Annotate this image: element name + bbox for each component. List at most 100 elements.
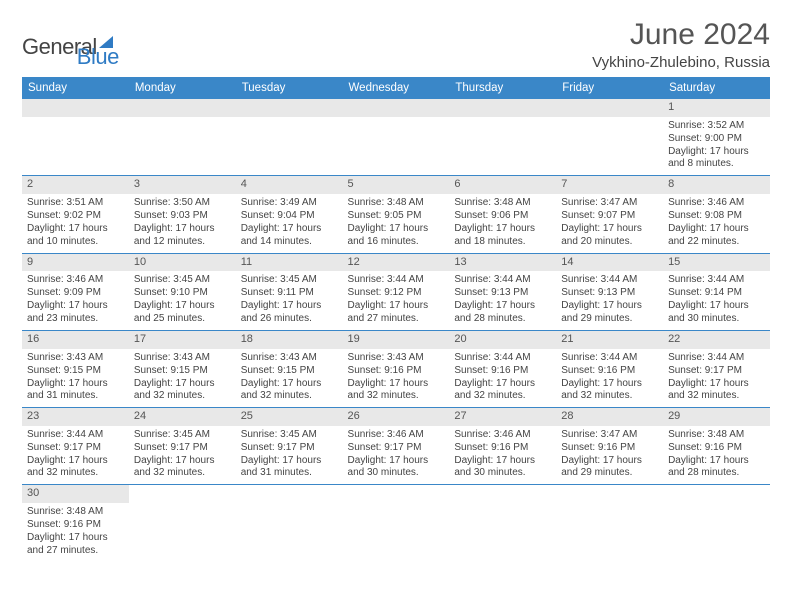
calendar-cell: 29Sunrise: 3:48 AMSunset: 9:16 PMDayligh… [663,408,770,485]
day-number: 2 [22,176,129,194]
day-number: 22 [663,331,770,349]
logo: General Blue [22,24,119,70]
day-number: 28 [556,408,663,426]
calendar-cell [449,99,556,176]
calendar-cell: 14Sunrise: 3:44 AMSunset: 9:13 PMDayligh… [556,253,663,330]
day-details: Sunrise: 3:48 AMSunset: 9:06 PMDaylight:… [449,194,556,253]
day-number: 17 [129,331,236,349]
calendar-cell: 19Sunrise: 3:43 AMSunset: 9:16 PMDayligh… [343,330,450,407]
day-details: Sunrise: 3:44 AMSunset: 9:17 PMDaylight:… [663,349,770,408]
calendar-cell: 4Sunrise: 3:49 AMSunset: 9:04 PMDaylight… [236,176,343,253]
weekday-header: Thursday [449,77,556,99]
day-number: 1 [663,99,770,117]
calendar-cell [556,485,663,562]
day-details: Sunrise: 3:48 AMSunset: 9:16 PMDaylight:… [22,503,129,562]
calendar-cell: 6Sunrise: 3:48 AMSunset: 9:06 PMDaylight… [449,176,556,253]
calendar-cell: 30Sunrise: 3:48 AMSunset: 9:16 PMDayligh… [22,485,129,562]
day-number: 4 [236,176,343,194]
calendar-cell: 24Sunrise: 3:45 AMSunset: 9:17 PMDayligh… [129,408,236,485]
logo-text-blue: Blue [77,44,119,70]
calendar-cell: 20Sunrise: 3:44 AMSunset: 9:16 PMDayligh… [449,330,556,407]
calendar-cell: 11Sunrise: 3:45 AMSunset: 9:11 PMDayligh… [236,253,343,330]
calendar-cell [129,485,236,562]
calendar-cell [556,99,663,176]
day-details: Sunrise: 3:49 AMSunset: 9:04 PMDaylight:… [236,194,343,253]
day-number: 14 [556,254,663,272]
day-details: Sunrise: 3:45 AMSunset: 9:11 PMDaylight:… [236,271,343,330]
day-number: 29 [663,408,770,426]
weekday-header: Saturday [663,77,770,99]
calendar-cell [343,485,450,562]
calendar-cell: 8Sunrise: 3:46 AMSunset: 9:08 PMDaylight… [663,176,770,253]
day-number: 30 [22,485,129,503]
calendar-cell [449,485,556,562]
day-details: Sunrise: 3:44 AMSunset: 9:12 PMDaylight:… [343,271,450,330]
calendar-cell: 13Sunrise: 3:44 AMSunset: 9:13 PMDayligh… [449,253,556,330]
day-number: 26 [343,408,450,426]
day-number: 25 [236,408,343,426]
day-details: Sunrise: 3:46 AMSunset: 9:08 PMDaylight:… [663,194,770,253]
calendar-cell: 17Sunrise: 3:43 AMSunset: 9:15 PMDayligh… [129,330,236,407]
calendar-cell: 25Sunrise: 3:45 AMSunset: 9:17 PMDayligh… [236,408,343,485]
day-details: Sunrise: 3:43 AMSunset: 9:16 PMDaylight:… [343,349,450,408]
calendar-cell: 28Sunrise: 3:47 AMSunset: 9:16 PMDayligh… [556,408,663,485]
day-number: 20 [449,331,556,349]
day-details: Sunrise: 3:45 AMSunset: 9:17 PMDaylight:… [236,426,343,485]
calendar-cell: 23Sunrise: 3:44 AMSunset: 9:17 PMDayligh… [22,408,129,485]
calendar-cell: 9Sunrise: 3:46 AMSunset: 9:09 PMDaylight… [22,253,129,330]
weekday-header: Wednesday [343,77,450,99]
calendar-cell: 18Sunrise: 3:43 AMSunset: 9:15 PMDayligh… [236,330,343,407]
day-details: Sunrise: 3:50 AMSunset: 9:03 PMDaylight:… [129,194,236,253]
day-details: Sunrise: 3:46 AMSunset: 9:16 PMDaylight:… [449,426,556,485]
calendar-cell: 16Sunrise: 3:43 AMSunset: 9:15 PMDayligh… [22,330,129,407]
weekday-header: Monday [129,77,236,99]
location-text: Vykhino-Zhulebino, Russia [592,54,770,71]
calendar-cell: 1Sunrise: 3:52 AMSunset: 9:00 PMDaylight… [663,99,770,176]
calendar-cell [236,99,343,176]
day-number: 19 [343,331,450,349]
day-details: Sunrise: 3:44 AMSunset: 9:13 PMDaylight:… [556,271,663,330]
calendar-cell [22,99,129,176]
day-number: 6 [449,176,556,194]
calendar-cell: 10Sunrise: 3:45 AMSunset: 9:10 PMDayligh… [129,253,236,330]
day-number: 3 [129,176,236,194]
weekday-header: Friday [556,77,663,99]
day-number: 21 [556,331,663,349]
day-details: Sunrise: 3:52 AMSunset: 9:00 PMDaylight:… [663,117,770,176]
day-details: Sunrise: 3:44 AMSunset: 9:17 PMDaylight:… [22,426,129,485]
day-details: Sunrise: 3:44 AMSunset: 9:16 PMDaylight:… [556,349,663,408]
day-number: 5 [343,176,450,194]
day-details: Sunrise: 3:44 AMSunset: 9:13 PMDaylight:… [449,271,556,330]
calendar-cell: 12Sunrise: 3:44 AMSunset: 9:12 PMDayligh… [343,253,450,330]
calendar-cell: 26Sunrise: 3:46 AMSunset: 9:17 PMDayligh… [343,408,450,485]
calendar-cell [236,485,343,562]
calendar-cell: 15Sunrise: 3:44 AMSunset: 9:14 PMDayligh… [663,253,770,330]
day-number: 15 [663,254,770,272]
day-details: Sunrise: 3:44 AMSunset: 9:14 PMDaylight:… [663,271,770,330]
day-number: 18 [236,331,343,349]
weekday-header: Sunday [22,77,129,99]
day-details: Sunrise: 3:46 AMSunset: 9:09 PMDaylight:… [22,271,129,330]
day-number: 12 [343,254,450,272]
day-details: Sunrise: 3:43 AMSunset: 9:15 PMDaylight:… [236,349,343,408]
day-details: Sunrise: 3:47 AMSunset: 9:16 PMDaylight:… [556,426,663,485]
day-details: Sunrise: 3:51 AMSunset: 9:02 PMDaylight:… [22,194,129,253]
day-number: 8 [663,176,770,194]
day-details: Sunrise: 3:43 AMSunset: 9:15 PMDaylight:… [22,349,129,408]
day-number: 13 [449,254,556,272]
calendar-cell: 3Sunrise: 3:50 AMSunset: 9:03 PMDaylight… [129,176,236,253]
calendar-cell: 5Sunrise: 3:48 AMSunset: 9:05 PMDaylight… [343,176,450,253]
calendar-cell [663,485,770,562]
page-title: June 2024 [592,18,770,52]
day-number: 10 [129,254,236,272]
calendar-cell: 21Sunrise: 3:44 AMSunset: 9:16 PMDayligh… [556,330,663,407]
day-number: 9 [22,254,129,272]
day-details: Sunrise: 3:45 AMSunset: 9:17 PMDaylight:… [129,426,236,485]
calendar-cell [129,99,236,176]
calendar-cell [343,99,450,176]
day-number: 23 [22,408,129,426]
day-details: Sunrise: 3:48 AMSunset: 9:05 PMDaylight:… [343,194,450,253]
calendar-table: SundayMondayTuesdayWednesdayThursdayFrid… [22,77,770,562]
day-number: 16 [22,331,129,349]
day-details: Sunrise: 3:45 AMSunset: 9:10 PMDaylight:… [129,271,236,330]
